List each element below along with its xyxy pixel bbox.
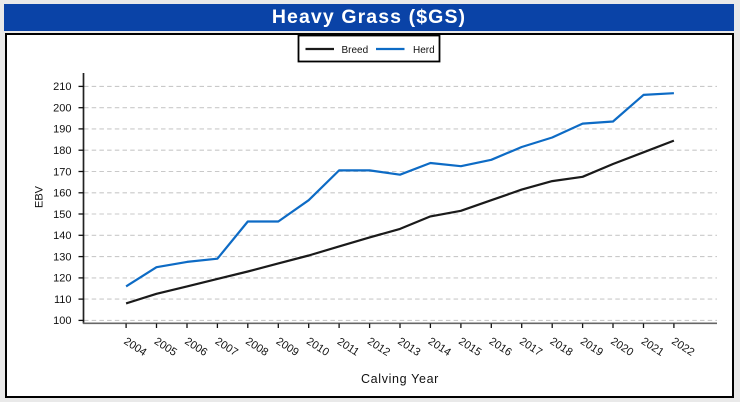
svg-text:110: 110 xyxy=(54,294,72,306)
svg-text:2010: 2010 xyxy=(304,335,331,358)
svg-text:2007: 2007 xyxy=(213,335,240,358)
svg-text:2014: 2014 xyxy=(426,335,453,358)
svg-text:2012: 2012 xyxy=(365,335,392,358)
svg-text:2018: 2018 xyxy=(548,335,575,358)
svg-text:2004: 2004 xyxy=(121,335,148,358)
svg-text:2005: 2005 xyxy=(152,335,179,358)
svg-text:160: 160 xyxy=(53,188,71,200)
svg-text:2020: 2020 xyxy=(608,335,635,358)
svg-text:2022: 2022 xyxy=(669,335,696,358)
svg-text:Calving Year: Calving Year xyxy=(361,372,439,386)
svg-text:180: 180 xyxy=(53,145,71,157)
svg-text:2013: 2013 xyxy=(395,335,422,358)
svg-text:2016: 2016 xyxy=(487,335,514,358)
svg-text:2009: 2009 xyxy=(274,335,301,358)
svg-text:2008: 2008 xyxy=(243,335,270,358)
svg-text:Herd: Herd xyxy=(413,45,435,56)
svg-text:100: 100 xyxy=(53,315,71,327)
svg-text:2017: 2017 xyxy=(517,335,544,358)
svg-text:150: 150 xyxy=(53,209,71,221)
svg-text:2015: 2015 xyxy=(456,335,483,358)
svg-text:120: 120 xyxy=(53,273,71,285)
svg-text:Breed: Breed xyxy=(342,45,369,56)
svg-text:170: 170 xyxy=(53,166,71,178)
svg-text:200: 200 xyxy=(53,103,71,115)
svg-text:EBV: EBV xyxy=(34,185,46,208)
svg-text:190: 190 xyxy=(53,124,71,136)
svg-text:130: 130 xyxy=(53,251,71,263)
svg-text:210: 210 xyxy=(53,81,71,93)
svg-text:140: 140 xyxy=(53,230,71,242)
svg-text:2021: 2021 xyxy=(639,335,666,358)
svg-text:2011: 2011 xyxy=(335,336,361,359)
svg-text:2019: 2019 xyxy=(578,335,605,358)
svg-text:2006: 2006 xyxy=(182,335,209,358)
